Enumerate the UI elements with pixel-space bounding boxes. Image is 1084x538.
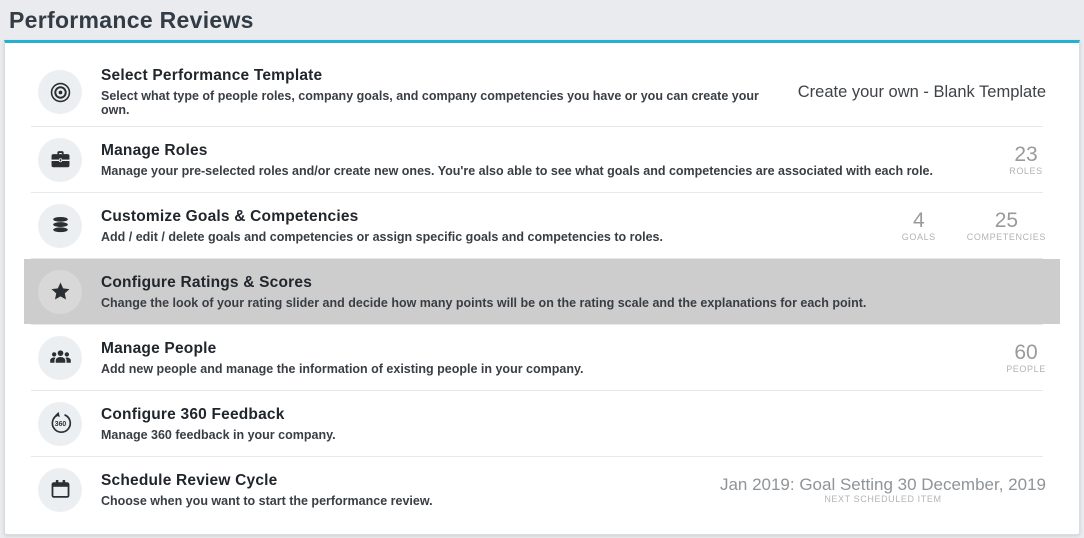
stat-label: ROLES <box>1009 166 1043 177</box>
row-description: Manage your pre-selected roles and/or cr… <box>101 163 933 178</box>
target-icon <box>38 70 82 114</box>
row-divider <box>31 192 1043 193</box>
goals-count-stat: 4 GOALS <box>899 209 939 242</box>
row-description: Select what type of people roles, compan… <box>101 89 759 117</box>
row-divider <box>31 324 1043 325</box>
schedule-caption: NEXT SCHEDULED ITEM <box>824 494 942 505</box>
roles-count-stat: 23 ROLES <box>1006 143 1046 176</box>
svg-text:360: 360 <box>54 421 66 428</box>
row-description: Manage 360 feedback in your company. <box>101 427 336 442</box>
row-description: Choose when you want to start the perfor… <box>101 493 433 508</box>
row-title: Customize Goals & Competencies <box>101 207 359 225</box>
database-icon <box>38 203 82 248</box>
row-description: Change the look of your rating slider an… <box>101 295 867 310</box>
people-icon <box>38 335 82 380</box>
people-count-stat: 60 PEOPLE <box>1006 341 1046 374</box>
row-schedule-review-cycle[interactable]: Schedule Review Cycle Choose when you wa… <box>24 457 1060 522</box>
stat-value: 60 <box>1014 340 1038 364</box>
row-title: Manage People <box>101 339 217 357</box>
stat-value: 23 <box>1014 142 1038 166</box>
row-manage-roles[interactable]: Manage Roles Manage your pre-selected ro… <box>24 127 1060 192</box>
stat-value: 25 <box>994 208 1019 232</box>
setup-steps-card: Select Performance Template Select what … <box>4 40 1080 535</box>
row-title: Schedule Review Cycle <box>101 471 278 489</box>
row-divider <box>31 456 1043 457</box>
row-customize-goals-competencies[interactable]: Customize Goals & Competencies Add / edi… <box>24 193 1060 258</box>
stat-label: COMPETENCIES <box>966 232 1046 243</box>
stat-label: GOALS <box>901 232 936 243</box>
row-manage-people[interactable]: Manage People Add new people and manage … <box>24 325 1060 390</box>
star-icon <box>38 269 82 314</box>
schedule-text: Jan 2019: Goal Setting 30 December, 2019 <box>719 474 1046 494</box>
row-title: Select Performance Template <box>101 67 323 84</box>
row-description: Add new people and manage the informatio… <box>101 361 584 376</box>
stat-label: PEOPLE <box>1006 364 1046 375</box>
row-divider <box>31 126 1043 127</box>
row-description: Add / edit / delete goals and competenci… <box>101 229 663 244</box>
briefcase-icon <box>38 137 82 182</box>
row-configure-ratings-scores[interactable]: Configure Ratings & Scores Change the lo… <box>24 259 1060 324</box>
row-title: Configure 360 Feedback <box>101 405 285 423</box>
rotate-360-icon: 360 <box>38 401 82 446</box>
next-scheduled-item: Jan 2019: Goal Setting 30 December, 2019… <box>720 475 1046 505</box>
row-title: Manage Roles <box>101 141 208 159</box>
stat-value: 4 <box>912 208 925 232</box>
row-select-performance-template[interactable]: Select Performance Template Select what … <box>24 58 1060 126</box>
page-header: Performance Reviews <box>0 0 1084 40</box>
calendar-icon <box>38 467 82 512</box>
page-title: Performance Reviews <box>9 6 254 33</box>
row-configure-360-feedback[interactable]: 360 Configure 360 Feedback Manage 360 fe… <box>24 391 1060 456</box>
competencies-count-stat: 25 COMPETENCIES <box>967 209 1046 242</box>
row-divider <box>31 390 1043 391</box>
row-title: Configure Ratings & Scores <box>101 273 313 291</box>
row-divider <box>31 258 1043 259</box>
selected-template-value: Create your own - Blank Template <box>797 82 1046 101</box>
